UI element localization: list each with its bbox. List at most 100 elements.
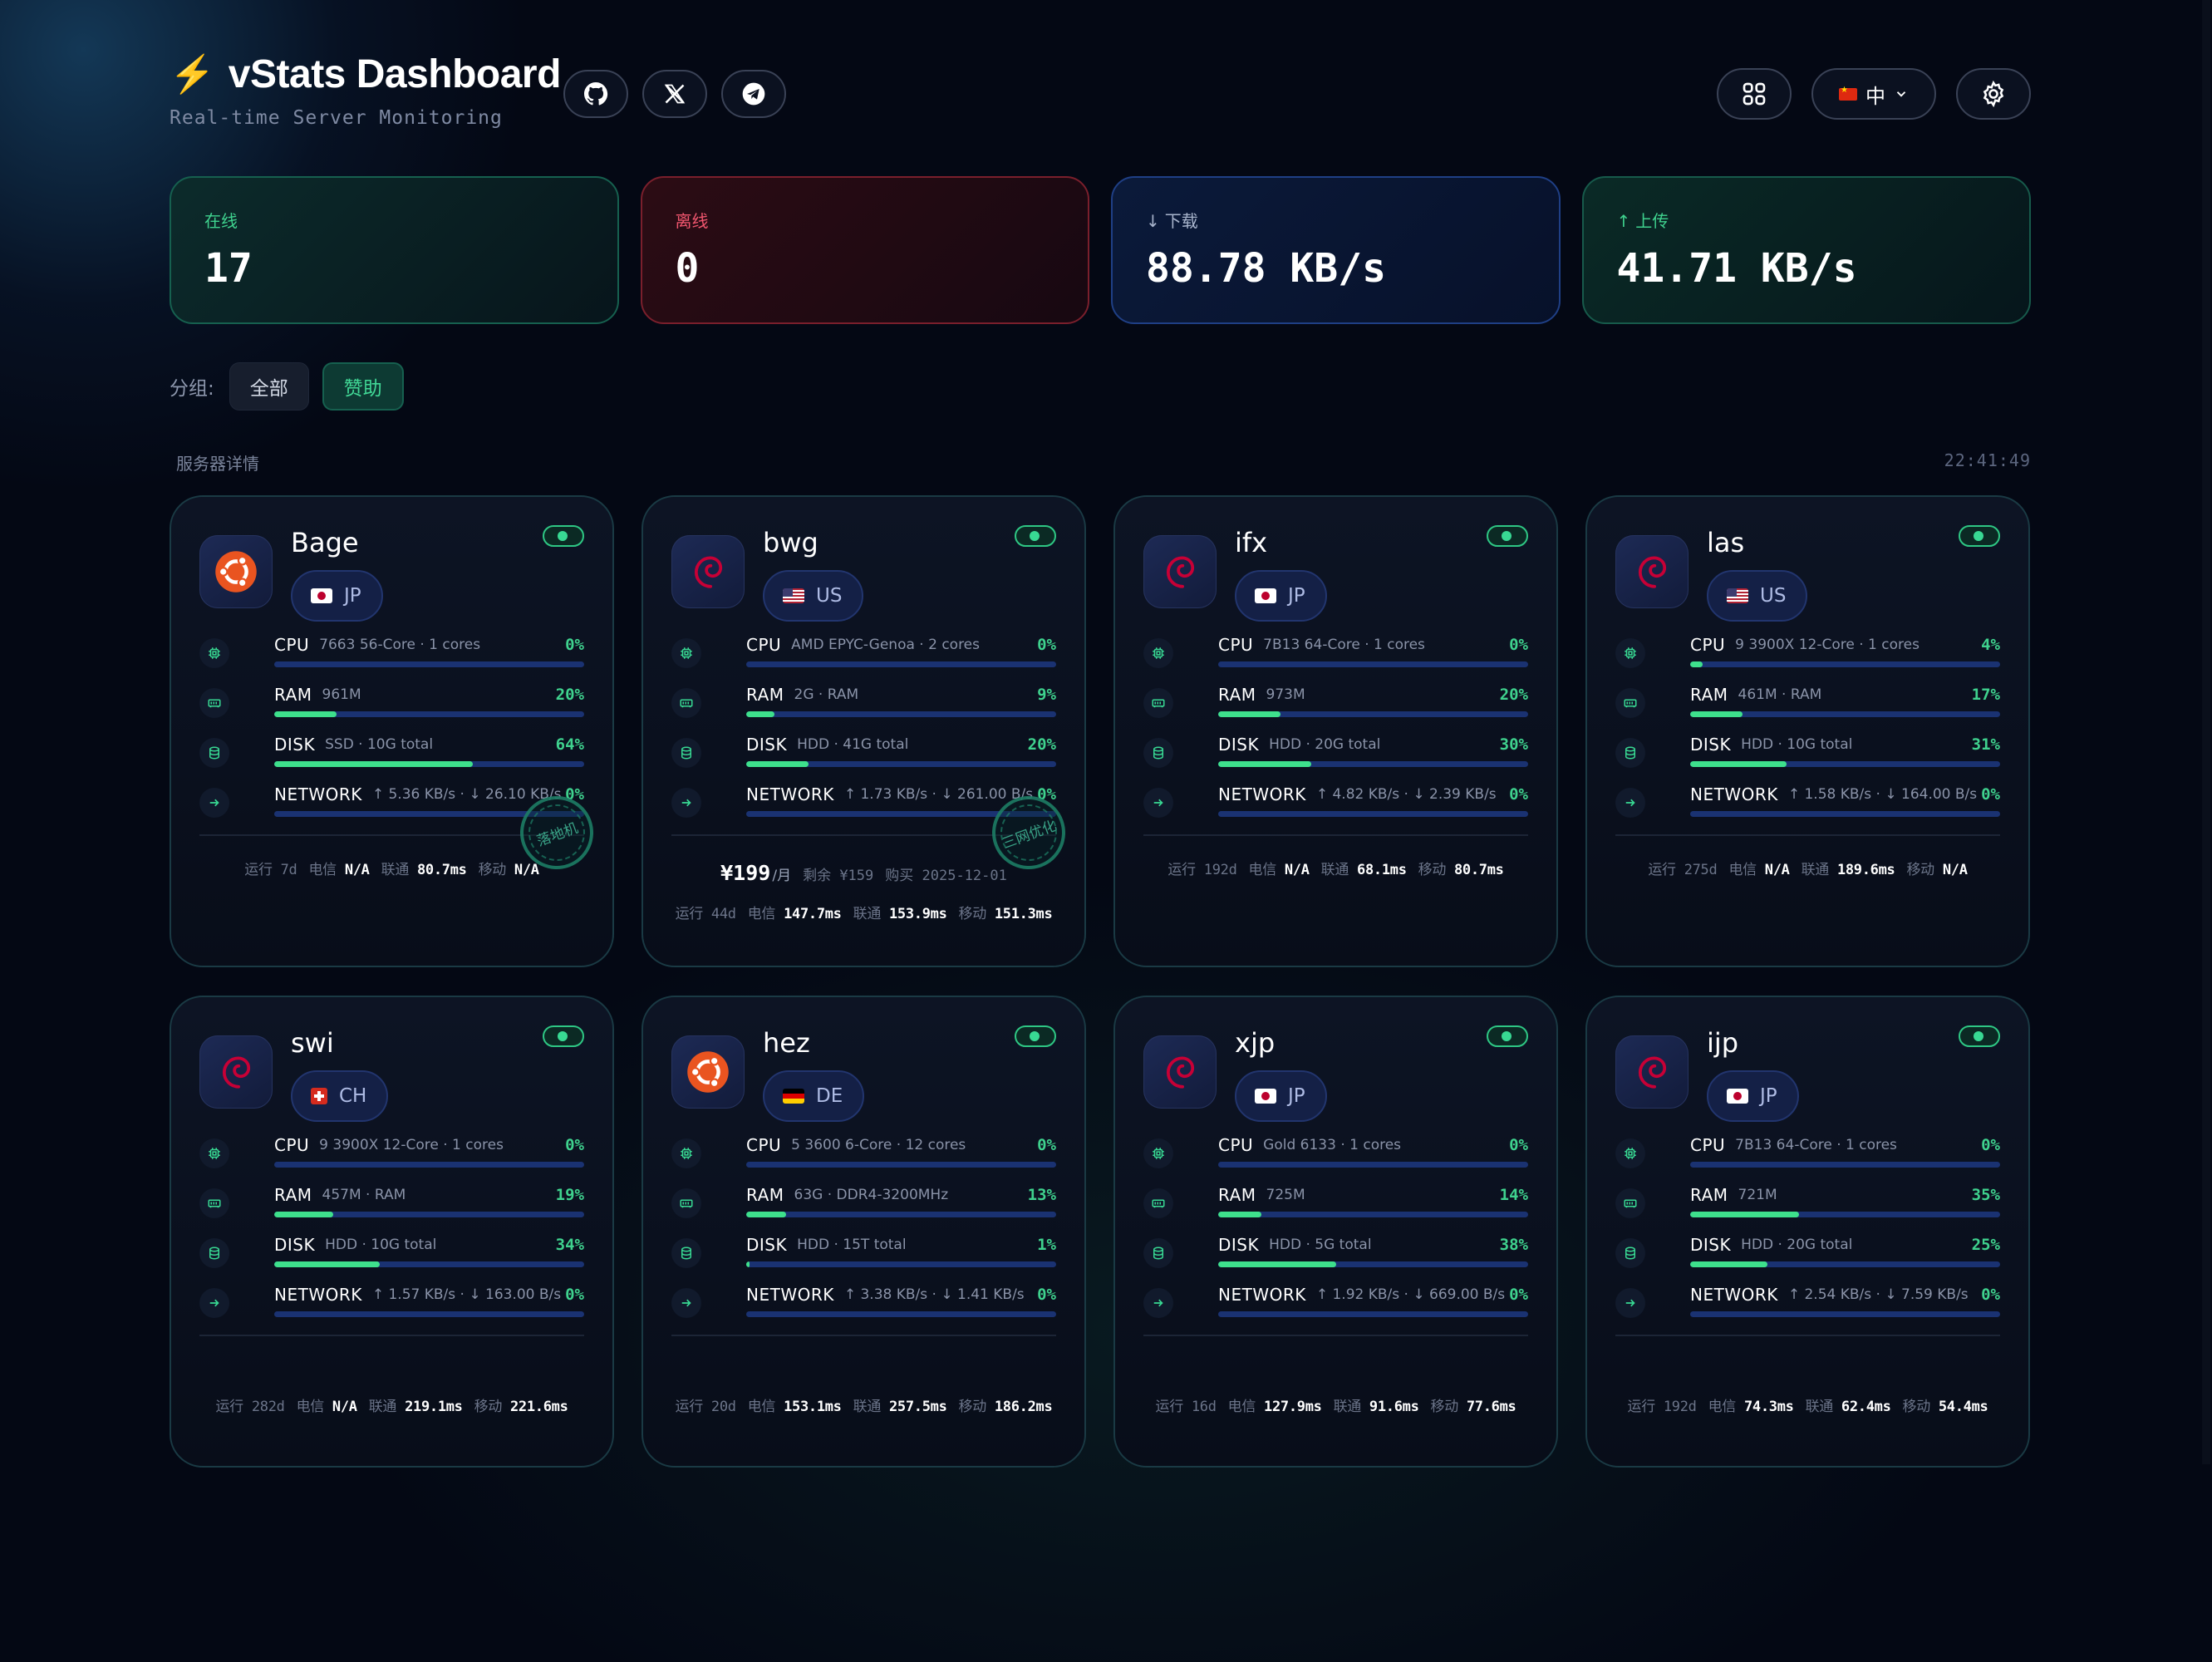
network-metric: NETWORK ↑ 5.36 KB/s · ↓ 26.10 KB/s 0% xyxy=(199,783,584,833)
unicom-latency: 257.5ms xyxy=(888,1399,947,1415)
disk-usage-fill xyxy=(274,1261,380,1267)
disk-usage-bar xyxy=(1218,761,1528,767)
disk-metric: DISK HDD · 20G total 25% xyxy=(1615,1233,2000,1283)
region-badge: JP xyxy=(291,570,383,622)
network-metric: NETWORK ↑ 3.38 KB/s · ↓ 1.41 KB/s 0% xyxy=(671,1283,1056,1333)
server-card-ijp[interactable]: ijp JP CPU 7B13 64-Core · 1 cores 0% RAM 721… xyxy=(1585,996,2030,1468)
disk-detail: HDD · 20G total xyxy=(1741,1237,1853,1253)
uptime-value: 44d xyxy=(710,906,736,922)
settings-button[interactable] xyxy=(1956,68,2031,120)
flag-icon xyxy=(1727,1089,1748,1104)
cpu-percent: 0% xyxy=(1509,1136,1528,1154)
disk-usage-fill xyxy=(746,761,809,767)
mobile-label: 移动 xyxy=(1418,862,1454,878)
unicom-label: 联通 xyxy=(853,1399,889,1415)
debian-icon xyxy=(1166,556,1195,588)
os-logo xyxy=(1615,535,1688,608)
grid-view-button[interactable] xyxy=(1717,68,1792,120)
ram-usage-bar xyxy=(746,1212,1056,1217)
group-all-button[interactable]: 全部 xyxy=(229,362,309,411)
uptime-value: 7d xyxy=(280,862,297,878)
offline-stat-card: 离线 0 xyxy=(640,176,1089,324)
github-button[interactable] xyxy=(563,70,628,118)
unicom-latency: 219.1ms xyxy=(405,1399,463,1415)
disk-metric: DISK HDD · 10G total 34% xyxy=(199,1233,584,1283)
metrics: CPU 7B13 64-Core · 1 cores 0% RAM 973M 20% DIS… xyxy=(1143,633,1528,833)
ram-label: RAM xyxy=(1218,1185,1256,1205)
status-toggle[interactable] xyxy=(543,1025,584,1047)
cpu-percent: 0% xyxy=(565,1136,584,1154)
price-row: ¥199/月 剩余 ¥159 购买 2025-12-01 xyxy=(671,861,1056,885)
uptime-label: 运行 xyxy=(1627,1399,1664,1415)
status-toggle[interactable] xyxy=(1015,525,1056,547)
server-card-ifx[interactable]: ifx JP CPU 7B13 64-Core · 1 cores 0% RAM 973… xyxy=(1113,495,1558,967)
cpu-detail: 5 3600 6-Core · 12 cores xyxy=(791,1137,966,1153)
language-select[interactable]: 中 xyxy=(1811,68,1936,120)
network-detail: ↑ 2.54 KB/s · ↓ 7.59 KB/s xyxy=(1787,1286,1969,1303)
status-toggle[interactable] xyxy=(1487,1025,1528,1047)
telecom-label: 电信 xyxy=(296,1399,332,1415)
disk-usage-fill xyxy=(1218,761,1311,767)
download-stat-card: ↓ 下载 88.78 KB/s xyxy=(1111,176,1561,324)
server-card-xjp[interactable]: xjp JP CPU Gold 6133 · 1 cores 0% RAM 725M 14… xyxy=(1113,996,1558,1468)
ram-detail: 63G · DDR4-3200MHz xyxy=(794,1187,949,1203)
telecom-latency: 74.3ms xyxy=(1743,1399,1794,1415)
ram-icon xyxy=(1615,688,1645,718)
status-toggle[interactable] xyxy=(1959,525,2000,547)
ram-usage-fill xyxy=(274,711,337,717)
network-label: NETWORK xyxy=(1218,784,1306,804)
cpu-icon xyxy=(1143,1138,1173,1168)
status-toggle[interactable] xyxy=(1487,525,1528,547)
network-percent: 0% xyxy=(1981,1286,2000,1304)
purchase-date: 购买 2025-12-01 xyxy=(885,868,1007,884)
scrollbar[interactable] xyxy=(2202,0,2210,1464)
mobile-latency: 221.6ms xyxy=(509,1399,568,1415)
server-card-las[interactable]: las US CPU 9 3900X 12-Core · 1 cores 4% RAM… xyxy=(1585,495,2030,967)
unicom-latency: 189.6ms xyxy=(1836,862,1895,878)
uptime-value: 16d xyxy=(1191,1399,1217,1415)
ram-percent: 14% xyxy=(1499,1186,1528,1204)
os-logo xyxy=(671,535,745,608)
ram-usage-bar xyxy=(1218,1212,1528,1217)
mobile-label: 移动 xyxy=(1430,1399,1467,1415)
group-sponsor-button[interactable]: 赞助 xyxy=(322,362,404,411)
ram-usage-bar xyxy=(1690,711,2000,717)
server-name: ijp xyxy=(1707,1027,1739,1059)
network-icon xyxy=(199,1288,229,1318)
cpu-label: CPU xyxy=(746,1135,782,1155)
network-percent: 0% xyxy=(1037,1286,1056,1304)
cpu-label: CPU xyxy=(1218,1135,1254,1155)
region-code: US xyxy=(1760,585,1787,607)
uptime-label: 运行 xyxy=(675,1399,711,1415)
os-logo xyxy=(199,535,273,608)
server-card-swi[interactable]: swi CH CPU 9 3900X 12-Core · 1 cores 0% RAM… xyxy=(170,996,614,1468)
cpu-percent: 0% xyxy=(1037,636,1056,654)
disk-percent: 64% xyxy=(555,735,584,754)
network-label: NETWORK xyxy=(274,784,362,804)
status-toggle[interactable] xyxy=(1959,1025,2000,1047)
disk-usage-bar xyxy=(1690,1261,2000,1267)
unicom-label: 联通 xyxy=(368,1399,406,1415)
region-code: JP xyxy=(344,585,361,607)
server-card-bage[interactable]: Bage JP CPU 7663 56-Core · 1 cores 0% RAM 96… xyxy=(170,495,614,967)
x-button[interactable] xyxy=(642,70,707,118)
disk-detail: HDD · 10G total xyxy=(1741,736,1853,753)
ram-usage-fill xyxy=(746,711,774,717)
server-card-hez[interactable]: hez DE CPU 5 3600 6-Core · 12 cores 0% RAM 6… xyxy=(641,996,1086,1468)
mobile-label: 移动 xyxy=(478,862,514,878)
server-card-bwg[interactable]: bwg US CPU AMD EPYC-Genoa · 2 cores 0% RAM 2… xyxy=(641,495,1086,967)
network-metric: NETWORK ↑ 1.57 KB/s · ↓ 163.00 B/s 0% xyxy=(199,1283,584,1333)
offline-count: 0 xyxy=(675,245,700,292)
telegram-button[interactable] xyxy=(721,70,786,118)
ram-usage-fill xyxy=(1218,711,1281,717)
metrics: CPU 5 3600 6-Core · 12 cores 0% RAM 63G · DD… xyxy=(671,1133,1056,1333)
status-toggle[interactable] xyxy=(543,525,584,547)
section-title: 服务器详情 xyxy=(176,454,259,474)
region-badge: US xyxy=(763,570,864,622)
disk-percent: 30% xyxy=(1499,735,1528,754)
cpu-icon xyxy=(1615,638,1645,668)
cpu-label: CPU xyxy=(1218,635,1254,655)
dashboard: ⚡ vStats Dashboard Real-time Server Moni… xyxy=(170,0,2031,1468)
status-toggle[interactable] xyxy=(1015,1025,1056,1047)
mobile-latency: 77.6ms xyxy=(1466,1399,1516,1415)
